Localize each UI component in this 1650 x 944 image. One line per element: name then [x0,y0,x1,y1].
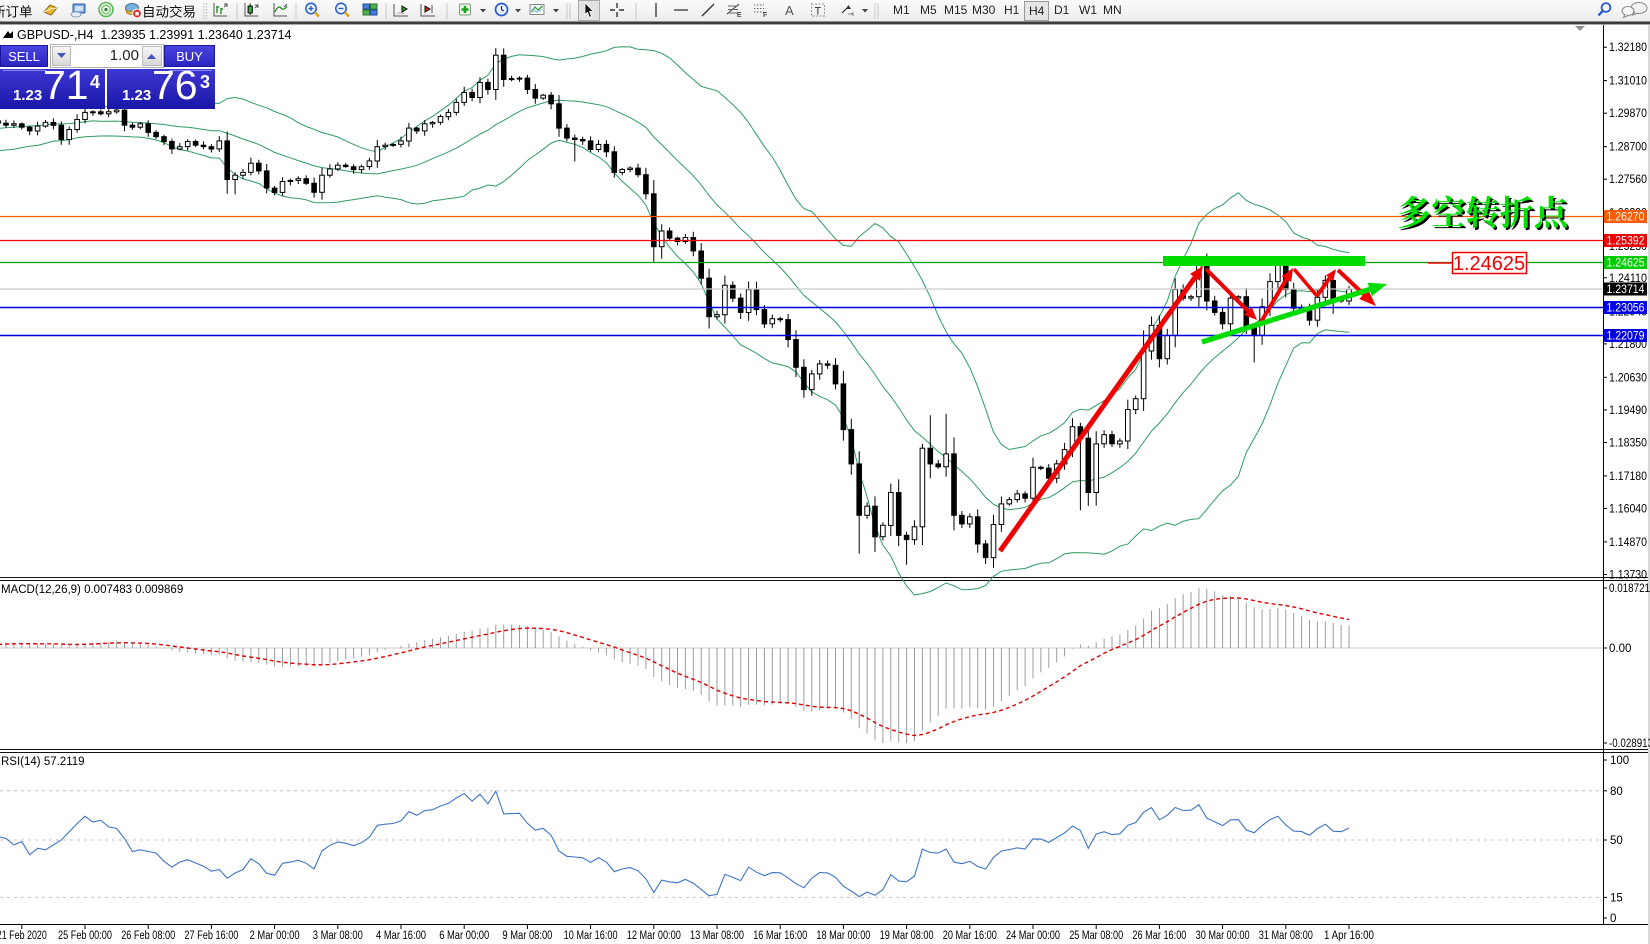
svg-text:RSI(14) 57.2119: RSI(14) 57.2119 [1,756,85,768]
svg-text:31 Mar 08:00: 31 Mar 08:00 [1259,930,1313,942]
svg-text:1.14870: 1.14870 [1609,537,1647,549]
svg-text:0: 0 [1610,913,1616,925]
svg-text:100: 100 [1610,755,1629,767]
svg-text:9 Mar 08:00: 9 Mar 08:00 [502,930,552,942]
svg-text:25 Feb 00:00: 25 Feb 00:00 [58,930,112,942]
svg-text:1.13730: 1.13730 [1609,570,1647,582]
svg-text:1.23714: 1.23714 [1607,284,1646,296]
svg-text:1.32180: 1.32180 [1609,42,1647,54]
svg-text:6 Mar 00:00: 6 Mar 00:00 [439,930,489,942]
svg-text:1.22079: 1.22079 [1607,331,1645,343]
svg-text:1.19490: 1.19490 [1609,405,1647,417]
svg-text:1.23056: 1.23056 [1607,303,1645,315]
svg-text:18 Mar 00:00: 18 Mar 00:00 [816,930,870,942]
svg-text:1.24110: 1.24110 [1609,273,1647,285]
svg-text:1.16040: 1.16040 [1609,504,1647,516]
svg-text:30 Mar 00:00: 30 Mar 00:00 [1196,930,1250,942]
svg-text:3 Mar 08:00: 3 Mar 08:00 [313,930,363,942]
svg-text:12 Mar 00:00: 12 Mar 00:00 [627,930,681,942]
svg-text:25 Mar 08:00: 25 Mar 08:00 [1069,930,1123,942]
svg-text:24 Mar 00:00: 24 Mar 00:00 [1006,930,1060,942]
svg-text:1.28700: 1.28700 [1609,142,1647,154]
svg-text:E: E [737,12,742,19]
svg-text:MACD(12,26,9) 0.007483 0.00986: MACD(12,26,9) 0.007483 0.009869 [1,584,183,596]
svg-text:1.26270: 1.26270 [1607,212,1645,224]
svg-text:10 Mar 16:00: 10 Mar 16:00 [564,930,618,942]
svg-text:A: A [785,3,794,18]
svg-text:1 Apr 16:00: 1 Apr 16:00 [1324,930,1374,942]
svg-text:15: 15 [1610,892,1623,904]
svg-text:13 Mar 08:00: 13 Mar 08:00 [690,930,744,942]
svg-text:1.27560: 1.27560 [1609,174,1647,186]
svg-text:1.18350: 1.18350 [1609,438,1647,450]
svg-text:21 Feb 2020: 21 Feb 2020 [0,930,47,942]
svg-text:26 Mar 16:00: 26 Mar 16:00 [1132,930,1186,942]
svg-text:1.25392: 1.25392 [1607,236,1645,248]
svg-text:80: 80 [1610,786,1623,798]
svg-text:1.24625: 1.24625 [1453,253,1525,275]
svg-text:16 Mar 16:00: 16 Mar 16:00 [753,930,807,942]
svg-text:4 Mar 16:00: 4 Mar 16:00 [376,930,426,942]
svg-text:27 Feb 16:00: 27 Feb 16:00 [184,930,238,942]
svg-text:1.29870: 1.29870 [1609,108,1647,120]
svg-text:1.20630: 1.20630 [1609,372,1647,384]
svg-text:0.018721: 0.018721 [1609,583,1650,595]
svg-text:1.31010: 1.31010 [1609,76,1647,88]
svg-text:1.17180: 1.17180 [1609,471,1647,483]
svg-text:26 Feb 08:00: 26 Feb 08:00 [121,930,175,942]
svg-text:F: F [763,12,767,19]
svg-text:50: 50 [1610,835,1623,847]
svg-text:-0.028913: -0.028913 [1609,738,1650,750]
svg-text:20 Mar 16:00: 20 Mar 16:00 [943,930,997,942]
svg-text:19 Mar 08:00: 19 Mar 08:00 [880,930,934,942]
svg-text:GBPUSD-,H4 1.23935 1.23991 1.: GBPUSD-,H4 1.23935 1.23991 1.23640 1.237… [17,28,292,42]
svg-text:0.00: 0.00 [1609,643,1631,655]
svg-text:T: T [815,6,822,18]
svg-text:1.24625: 1.24625 [1607,258,1645,270]
svg-text:2 Mar 00:00: 2 Mar 00:00 [250,930,300,942]
